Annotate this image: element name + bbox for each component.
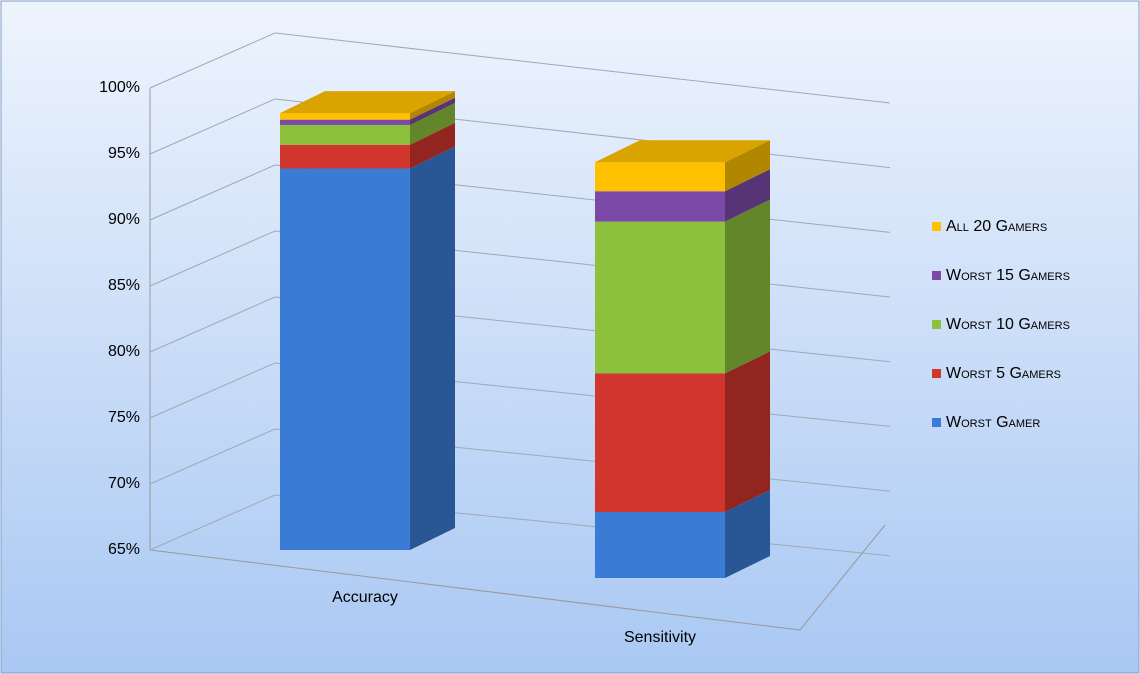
bar-segment-side (725, 169, 770, 222)
bar-segment (595, 191, 725, 222)
bar-segment-side (410, 102, 455, 145)
legend-swatch (932, 418, 941, 427)
legend-label: Worst 5 Gamers (946, 365, 1061, 382)
bar-segment (280, 144, 410, 169)
legend-label: Worst 15 Gamers (946, 267, 1070, 284)
bar-segment-side (725, 490, 770, 578)
legend-label: All 20 Gamers (946, 218, 1047, 235)
legend-label: Worst 10 Gamers (946, 316, 1070, 333)
bar-segment-top (280, 91, 455, 114)
floor-edge (149, 524, 886, 631)
bar-segment (280, 124, 410, 145)
legend-swatch (932, 271, 941, 280)
bar-segment-side (725, 199, 770, 374)
bar-segment-side (410, 91, 455, 120)
bar-segment (280, 168, 410, 550)
legend-swatch (932, 320, 941, 329)
y-tick-label: 75% (108, 409, 140, 426)
legend-label: Worst Gamer (946, 414, 1040, 431)
bar-segment (595, 162, 725, 192)
legend-swatch (932, 369, 941, 378)
bar-segment (280, 113, 410, 120)
y-tick-label: 100% (99, 79, 140, 96)
bar-segment-side (725, 140, 770, 192)
y-tick-label: 95% (108, 145, 140, 162)
bar-segment (595, 373, 725, 512)
bar-segment-side (410, 97, 455, 125)
bar-segment-side (725, 351, 770, 512)
bar-segment-side (410, 146, 455, 550)
grid-line (149, 32, 891, 104)
bar-segment (595, 221, 725, 374)
x-tick-label: Accuracy (332, 589, 398, 606)
bar-segment (280, 119, 410, 125)
y-tick-label: 85% (108, 277, 140, 294)
bar-segment-top (595, 140, 770, 163)
y-tick-label: 65% (108, 541, 140, 558)
x-tick-label: Sensitivity (624, 629, 696, 646)
legend-swatch (932, 222, 941, 231)
bar-segment (595, 512, 725, 578)
y-tick-label: 70% (108, 475, 140, 492)
bar-segment-side (410, 122, 455, 169)
y-tick-label: 90% (108, 211, 140, 228)
y-tick-label: 80% (108, 343, 140, 360)
